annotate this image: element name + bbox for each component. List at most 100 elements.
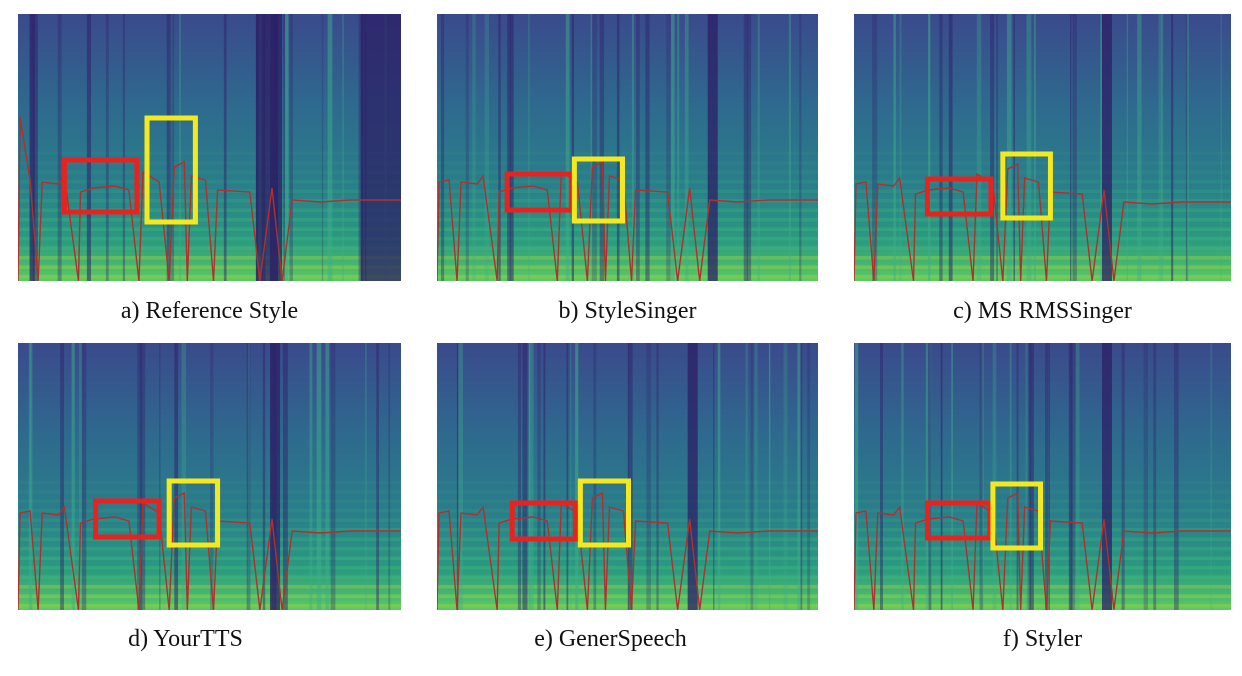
- spectrogram-f: [854, 343, 1231, 610]
- spectral-streak: [754, 343, 758, 610]
- spectral-streak: [1033, 14, 1036, 281]
- harmonic-band: [18, 547, 401, 551]
- spectral-streak: [262, 343, 266, 610]
- spectral-streak: [656, 343, 659, 610]
- spectral-streak: [309, 343, 313, 610]
- harmonic-band: [18, 490, 401, 494]
- spectral-streak: [456, 343, 459, 610]
- spectral-streak: [139, 343, 143, 610]
- spectral-streak: [1025, 343, 1029, 610]
- spectral-streak: [671, 14, 675, 281]
- spectral-streak: [940, 343, 943, 610]
- harmonic-band: [18, 218, 401, 222]
- spectral-streak: [29, 14, 34, 281]
- harmonic-band: [437, 180, 818, 184]
- silent-region: [360, 14, 401, 281]
- harmonic-band: [854, 604, 1231, 608]
- spectral-streak: [1076, 343, 1080, 610]
- spectral-streak: [880, 343, 883, 610]
- spectral-streak: [137, 343, 143, 610]
- spectral-streak: [472, 14, 476, 281]
- caption-f: f) Styler: [1002, 626, 1083, 652]
- spectrogram-background: [854, 14, 1231, 281]
- spectrogram-d: [18, 343, 401, 610]
- pitch-contour: [437, 160, 818, 281]
- spectral-streak: [248, 343, 250, 610]
- spectral-streak: [171, 14, 175, 281]
- spectral-streak: [743, 14, 748, 281]
- harmonic-band: [18, 585, 401, 589]
- spectral-streak: [990, 14, 995, 281]
- spectral-streak: [57, 14, 62, 281]
- harmonic-band: [18, 208, 401, 212]
- spectral-streak: [893, 14, 896, 281]
- silent-region: [269, 14, 283, 281]
- spectral-streak: [928, 14, 931, 281]
- caption-e: e) GenerSpeech: [534, 626, 687, 652]
- spectral-streak: [590, 14, 593, 281]
- harmonic-band: [437, 604, 818, 608]
- spectral-streak: [571, 14, 575, 281]
- pitch-contour: [854, 162, 1231, 281]
- spectral-streak: [1158, 14, 1162, 281]
- harmonic-band: [437, 199, 818, 203]
- silent-region: [1102, 343, 1112, 610]
- spectral-streak: [246, 343, 251, 610]
- spectral-streak: [1220, 14, 1222, 281]
- spectral-streak: [1070, 14, 1072, 281]
- spectral-streak: [1171, 14, 1174, 281]
- harmonic-band: [18, 275, 401, 279]
- harmonic-band: [437, 594, 818, 598]
- spectral-streak: [29, 343, 31, 610]
- spectral-streak: [179, 14, 181, 281]
- caption-a: a) Reference Style: [120, 298, 299, 324]
- harmonic-band: [18, 256, 401, 260]
- spectral-streak: [757, 14, 760, 281]
- spectrogram-a: [18, 14, 401, 281]
- spectral-streak: [1006, 14, 1012, 281]
- spectral-streak: [388, 343, 391, 610]
- harmonic-band: [18, 499, 401, 503]
- spectral-streak: [1185, 14, 1188, 281]
- harmonic-band: [854, 170, 1231, 174]
- spectral-streak: [1100, 14, 1102, 281]
- spectral-streak: [528, 14, 530, 281]
- harmonic-band: [18, 604, 401, 608]
- spectral-streak: [575, 343, 579, 610]
- harmonic-band: [854, 189, 1231, 193]
- spectral-streak: [484, 14, 490, 281]
- spectral-streak: [616, 14, 620, 281]
- spectral-streak: [874, 14, 878, 281]
- spectral-streak: [928, 343, 932, 610]
- harmonic-band: [854, 208, 1231, 212]
- spectral-streak: [376, 343, 380, 610]
- spectral-streak: [872, 14, 875, 281]
- red-highlight-box: [509, 500, 578, 542]
- spectral-streak: [1029, 343, 1034, 610]
- harmonic-band: [18, 151, 401, 155]
- spectral-streak: [768, 343, 771, 610]
- spectral-streak: [223, 14, 227, 281]
- spectral-streak: [566, 343, 569, 610]
- silent-region: [687, 343, 698, 610]
- spectral-streak: [951, 343, 953, 610]
- spectral-streak: [939, 14, 943, 281]
- spectral-streak: [666, 14, 671, 281]
- yellow-highlight-box: [571, 156, 625, 224]
- harmonic-band: [18, 246, 401, 250]
- spectral-streak: [1153, 343, 1157, 610]
- spectral-streak: [1121, 343, 1125, 610]
- harmonic-band: [18, 575, 401, 579]
- spectral-streak: [981, 343, 984, 610]
- spectral-streak: [750, 343, 754, 610]
- spectral-streak: [800, 343, 803, 610]
- spectral-streak: [528, 343, 534, 610]
- harmonic-band: [437, 189, 818, 193]
- spectral-streak: [543, 343, 546, 610]
- spectral-streak: [1072, 14, 1077, 281]
- spectral-streak: [141, 343, 146, 610]
- spectral-streak: [327, 14, 333, 281]
- harmonic-band: [18, 537, 401, 541]
- spectral-streak: [1210, 343, 1213, 610]
- harmonic-band: [18, 518, 401, 522]
